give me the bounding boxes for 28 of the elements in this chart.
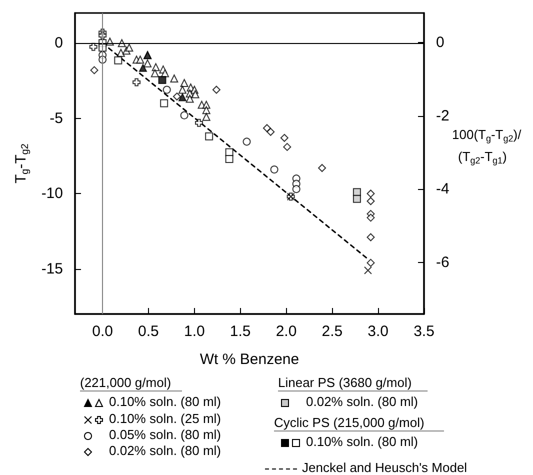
text: Cyclic PS (215,000 g/mol) xyxy=(274,415,424,430)
x-tick-label: 0.0 xyxy=(92,323,113,340)
x-tick-label: 3.5 xyxy=(414,323,434,340)
x-tick-label: 2.5 xyxy=(322,323,343,340)
legend-label: Jenckel and Heusch's Model xyxy=(302,460,468,475)
y-tick-label: 0 xyxy=(54,34,63,52)
y2-tick-label: -2 xyxy=(436,107,450,124)
x-tick-label: 1.5 xyxy=(230,323,251,340)
x-tick-label: 1.0 xyxy=(184,323,205,340)
legend-label: 0.05% soln. (80 ml) xyxy=(109,427,221,442)
legend-label: 0.10% soln. (80 ml) xyxy=(109,394,221,409)
y2-tick-label: -4 xyxy=(436,180,450,198)
y2-tick-label: 0 xyxy=(436,34,444,51)
legend-label: 0.10% soln. (25 ml) xyxy=(109,411,221,426)
text: (221,000 g/mol) xyxy=(80,375,172,390)
legend-label: 0.10% soln. (80 ml) xyxy=(306,434,418,449)
y-tick-label: -10 xyxy=(41,185,63,202)
x-tick-label: 3.0 xyxy=(368,323,389,340)
text: Linear PS (3680 g/mol) xyxy=(278,375,412,390)
x-tick-label: 0.5 xyxy=(138,323,159,340)
legend-label: 0.02% soln. (80 ml) xyxy=(109,443,221,458)
x-tick-label: 2.0 xyxy=(276,323,297,340)
y-tick-label: -5 xyxy=(50,110,63,127)
y2-tick-label: -6 xyxy=(436,254,450,272)
legend-label: 0.02% soln. (80 ml) xyxy=(306,394,418,409)
y-tick-label: -15 xyxy=(41,260,63,278)
y-axis-title: Tg-Tg2 xyxy=(12,143,31,184)
x-axis-title: Wt % Benzene xyxy=(200,351,300,368)
